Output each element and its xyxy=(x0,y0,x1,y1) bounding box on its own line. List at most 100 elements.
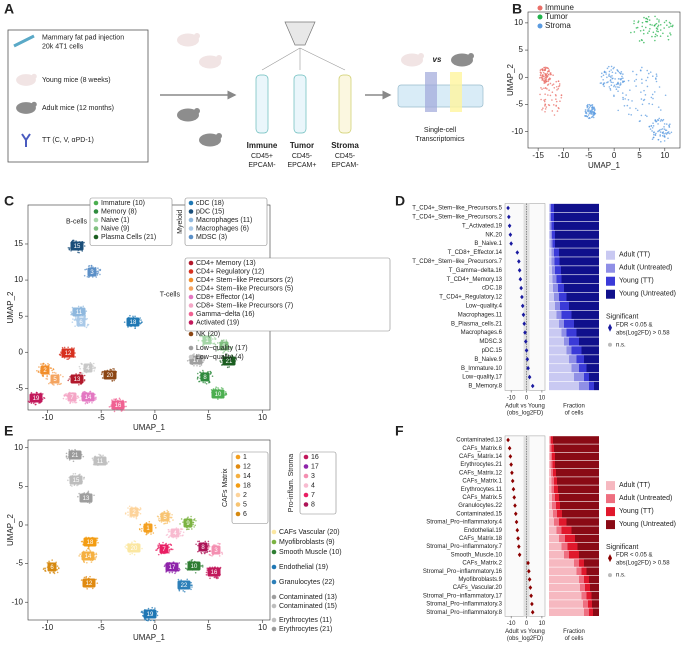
cell-point xyxy=(630,31,632,34)
cell-point xyxy=(648,30,650,33)
fraction-segment xyxy=(579,551,599,559)
fraction-segment xyxy=(574,319,599,328)
cell-point xyxy=(555,94,557,97)
cell-point xyxy=(540,86,542,89)
x-tick-label: 10 xyxy=(660,151,669,160)
cell-point xyxy=(546,75,549,78)
cell-point xyxy=(659,134,661,136)
cell-point xyxy=(134,327,137,329)
cell-point xyxy=(548,89,550,91)
fraction-segment xyxy=(553,469,556,477)
y-tick-label: 0 xyxy=(19,347,24,356)
cell-point xyxy=(132,315,134,318)
row-label: Endothelial.19 xyxy=(464,528,503,534)
step-text: Mammary fat pad injection xyxy=(42,34,124,41)
cell-point xyxy=(74,325,76,327)
fraction-segment xyxy=(549,257,552,266)
cell-point xyxy=(181,528,184,531)
legend-label: Low−quality (17) xyxy=(196,345,248,352)
cell-point xyxy=(627,79,630,82)
mouse-icon xyxy=(31,101,37,108)
fraction-segment xyxy=(561,266,599,275)
legend-swatch xyxy=(606,507,615,517)
fraction-label: of cells xyxy=(565,636,584,642)
cluster-tag xyxy=(81,392,95,402)
cell-point xyxy=(649,27,651,30)
y-axis-label: UMAP_2 xyxy=(6,513,15,546)
mouse-icon xyxy=(177,108,199,122)
cell-point xyxy=(621,75,623,78)
legend-label: Adult (Untreated) xyxy=(619,495,672,502)
fraction-segment xyxy=(560,501,599,510)
legend-group-title: CAFs Matrix xyxy=(222,468,229,507)
legend-label: Naive (9) xyxy=(101,225,129,232)
fraction-segment xyxy=(555,239,599,248)
fraction-segment xyxy=(549,355,569,364)
cluster-tag xyxy=(61,348,75,358)
fraction-segment xyxy=(558,283,564,293)
cell-point xyxy=(168,548,171,551)
cell-point xyxy=(141,321,143,323)
cell-point xyxy=(192,523,195,526)
legend-swatch xyxy=(606,520,615,530)
cell-point xyxy=(644,26,647,29)
cell-point xyxy=(546,72,549,75)
legend-label: FDR < 0.05 & xyxy=(616,322,653,328)
cell-point xyxy=(180,530,182,533)
fraction-segment xyxy=(589,575,599,584)
cell-point xyxy=(546,84,549,86)
fraction-segment xyxy=(549,212,550,222)
row-label: Contaminated.13 xyxy=(456,438,502,444)
cell-point xyxy=(662,118,665,121)
legend-swatch xyxy=(188,234,194,240)
row-label: T_Gamma−delta.16 xyxy=(449,268,503,274)
cell-point xyxy=(197,540,199,543)
cell-point xyxy=(551,110,554,112)
fraction-segment xyxy=(574,559,579,567)
cluster-label: 19 xyxy=(33,396,40,402)
cell-point xyxy=(612,81,614,84)
x-tick-label: -5 xyxy=(585,151,593,160)
cell-point xyxy=(605,73,607,75)
cell-point xyxy=(127,511,129,513)
cell-point xyxy=(540,76,542,78)
legend-label: CD4+ Memory (13) xyxy=(196,260,256,267)
cluster-tag xyxy=(207,567,221,577)
fraction-segment xyxy=(554,221,599,230)
cell-point xyxy=(92,367,95,370)
cluster-tag xyxy=(183,518,193,528)
x-tick-label: 5 xyxy=(206,413,211,422)
legend-swatch xyxy=(606,494,615,504)
legend-label: 5 xyxy=(243,501,247,508)
cell-point xyxy=(613,85,615,88)
cell-point xyxy=(172,519,174,521)
cell-point xyxy=(540,98,542,101)
cell-point xyxy=(200,364,203,366)
row-label: Contaminated.15 xyxy=(456,511,502,517)
cell-point xyxy=(633,20,635,22)
cluster-tag xyxy=(93,456,107,466)
fraction-segment xyxy=(550,230,552,239)
cell-point xyxy=(607,81,609,83)
cell-point xyxy=(663,123,666,125)
cell-point xyxy=(193,519,195,521)
cluster-label: 8 xyxy=(203,375,207,381)
fraction-segment xyxy=(550,436,551,444)
cell-point xyxy=(543,87,545,90)
cell-point xyxy=(542,74,544,76)
fraction-segment xyxy=(589,608,593,616)
cell-point xyxy=(77,251,79,254)
legend-swatch xyxy=(235,492,241,498)
cell-point xyxy=(210,371,212,374)
cell-point xyxy=(180,534,182,537)
y-tick-label: 15 xyxy=(14,239,23,248)
cell-point xyxy=(541,78,544,80)
fraction-segment xyxy=(586,592,592,600)
cell-point xyxy=(85,401,87,404)
cell-point xyxy=(178,562,181,564)
cell-point xyxy=(617,78,620,80)
cell-point xyxy=(193,526,195,528)
legend-group-title: Myeloid xyxy=(177,210,184,234)
fd-point xyxy=(518,276,523,282)
cell-point xyxy=(168,520,171,523)
